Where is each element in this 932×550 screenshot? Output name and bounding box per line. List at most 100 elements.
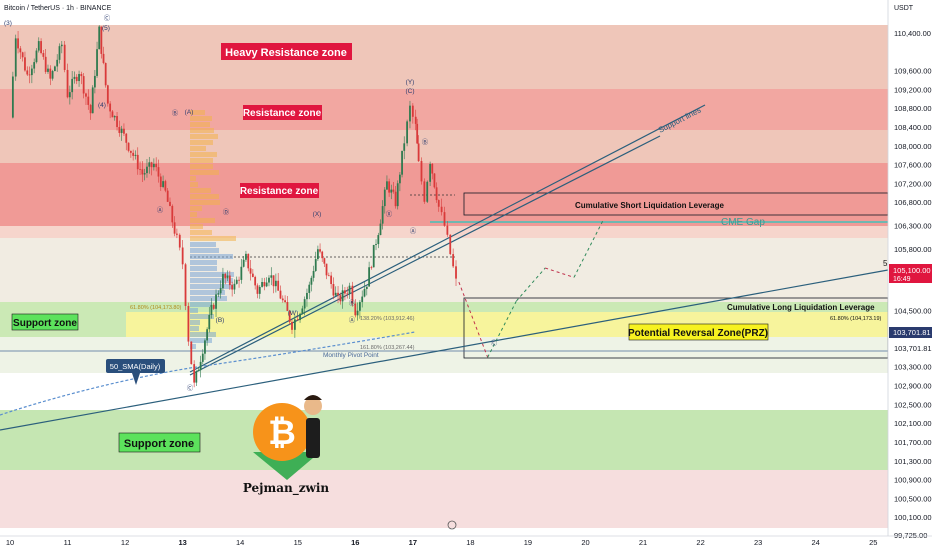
candle-body [321, 251, 324, 259]
x-tick-label: 24 [812, 538, 820, 547]
candle-body [265, 282, 268, 287]
candle-body [254, 276, 257, 286]
candle-body [249, 268, 252, 274]
wave-label: Ⓐ [349, 316, 356, 324]
candle-body [139, 169, 141, 171]
candle-body [288, 310, 291, 322]
candle-body [42, 53, 45, 57]
x-tick-labels: 10 11 12 13 14 15 16 17 18 19 20 21 22 23 24 25 [6, 538, 878, 547]
volume-profile-bar [190, 236, 236, 241]
candle-body [169, 201, 171, 206]
x-tick-label: 11 [64, 538, 72, 547]
candle-body [125, 133, 128, 143]
wave-label: Ⓐ [157, 206, 164, 214]
candle-body [132, 152, 135, 156]
candle-body [212, 304, 215, 309]
candle-body [386, 181, 388, 190]
wave-label: Ⓒ [187, 384, 194, 392]
projection-segment [573, 220, 604, 278]
candle-body [268, 277, 270, 283]
volume-profile-bar [190, 206, 202, 211]
x-tick-label: 19 [524, 538, 532, 547]
wave-label: (5) [102, 25, 110, 32]
candle-body [416, 123, 419, 144]
candle-body [197, 370, 200, 372]
candle-body [263, 282, 266, 287]
candle-body [440, 206, 443, 213]
avatar-body [306, 418, 320, 458]
candle-body [226, 275, 229, 279]
wave-label: Ⓑ [349, 299, 356, 307]
candle-body [98, 26, 101, 50]
candle-body [361, 296, 364, 303]
volume-profile-bar [190, 212, 197, 217]
candle-body [173, 222, 176, 234]
candle-body [303, 299, 306, 309]
candle-body [429, 163, 432, 182]
wave-label: Ⓧ [386, 210, 393, 218]
candle-body [68, 92, 71, 98]
resistance-text-2: Resistance zone [240, 186, 319, 197]
wave-label: (Y) [406, 79, 415, 86]
volume-profile-bar [190, 230, 212, 235]
projection-path [458, 220, 604, 358]
candle-body [224, 273, 227, 279]
candle-body [339, 295, 342, 302]
candle-body [157, 167, 160, 177]
volume-profile-bar [190, 302, 212, 307]
candle-body [166, 190, 169, 202]
wave-label: Ⓒ [104, 14, 111, 22]
prz-text: Potential Reversal Zone(PRZ) [628, 328, 768, 339]
candle-body [446, 225, 449, 235]
bottom-band [0, 470, 888, 528]
neutral-band [0, 238, 888, 302]
long-trend-line [0, 269, 889, 431]
candle-body [390, 189, 393, 193]
candle-body [85, 93, 87, 97]
candle-body [222, 273, 224, 289]
candle-body [24, 57, 26, 71]
candle-body [58, 46, 61, 60]
time-axis[interactable] [0, 536, 888, 550]
candle-body [150, 162, 153, 168]
candle-body [40, 41, 42, 54]
heavy-resistance-band [0, 25, 888, 89]
candle-body [433, 173, 436, 188]
candle-body [104, 62, 107, 86]
candle-body [235, 279, 238, 284]
candle-body [120, 128, 123, 133]
x-tick-label: 20 [581, 538, 589, 547]
candle-body [377, 235, 380, 245]
candle-body [82, 76, 85, 94]
resistance-text-1: Resistance zone [243, 108, 322, 119]
support-text-2: Support zone [124, 438, 194, 450]
candle-body [431, 163, 434, 174]
candle-body [47, 68, 49, 72]
candle-body [240, 266, 243, 280]
candle-body [344, 290, 346, 294]
candle-body [159, 176, 162, 187]
short-liq-text: Cumulative Short Liquidation Leverage [575, 201, 724, 210]
candle-body [208, 314, 211, 330]
candle-body [44, 56, 47, 72]
volume-profile-bar [190, 278, 233, 283]
candle-body [449, 234, 452, 255]
candle-body [56, 59, 59, 67]
candle-body [193, 364, 196, 383]
candle-body [308, 284, 311, 293]
candle-body [426, 181, 429, 202]
volume-profile-bar [190, 176, 196, 181]
volume-profile-bar [190, 284, 233, 289]
volume-profile-bar [190, 164, 213, 169]
projection-segment [516, 267, 546, 302]
candle-body [351, 285, 354, 304]
long-liq-text: Cumulative Long Liquidation Leverage [727, 303, 875, 312]
volume-profile-bar [190, 110, 205, 115]
volume-profile [190, 110, 236, 349]
wave-label: (B) [216, 317, 225, 324]
y-tick-label: 107,600.00 [894, 161, 932, 170]
wave-label: Ⓐ [410, 227, 417, 235]
pivot-price-tag: 103,701.81 [889, 327, 932, 338]
replay-icon[interactable] [447, 520, 457, 530]
